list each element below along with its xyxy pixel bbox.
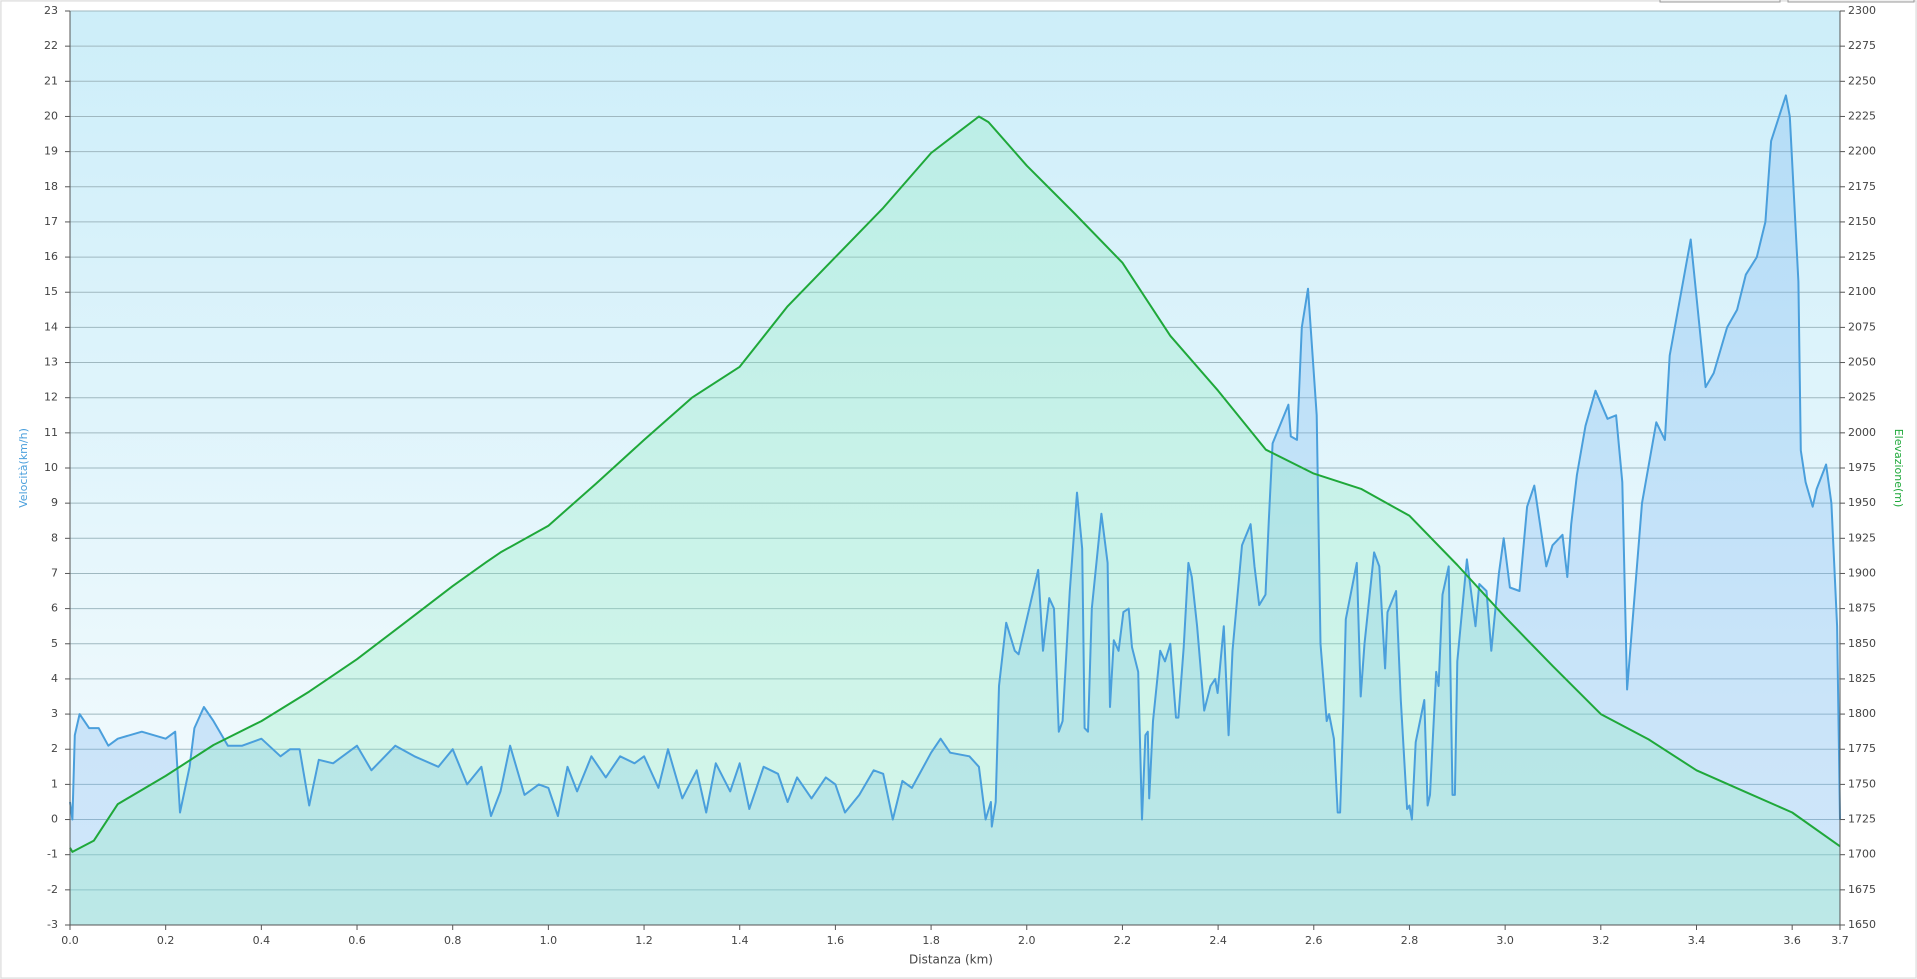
y2-tick-label: 1950 [1848,496,1876,509]
y-tick-label: 4 [51,672,58,685]
x-tick-label: 0.4 [253,934,271,947]
y-tick-label: 14 [44,320,58,333]
y2-tick-label: 2250 [1848,74,1876,87]
x-tick-label: 1.8 [922,934,940,947]
y-axis-title: Velocità(km/h) [17,428,30,508]
y2-tick-label: 1725 [1848,813,1876,826]
y-tick-label: 8 [51,531,58,544]
y2-tick-label: 2275 [1848,39,1876,52]
y2-tick-label: 2225 [1848,109,1876,122]
y-tick-label: 22 [44,39,58,52]
y-tick-label: 10 [44,461,58,474]
y2-axis-title: Elevazione(m) [1892,429,1905,508]
areas [70,95,1840,925]
y-tick-label: 3 [51,707,58,720]
x-tick-label: 3.4 [1688,934,1706,947]
y2-tick-label: 1750 [1848,777,1876,790]
x-tick-label: 2.0 [1018,934,1036,947]
x-tick-label: 0.0 [61,934,79,947]
button[interactable] [1659,0,1781,3]
y2-tick-label: 2050 [1848,356,1876,369]
x-tick-label: 2.2 [1114,934,1132,947]
y-tick-label: 23 [44,4,58,17]
y2-tick-label: 2175 [1848,180,1876,193]
y-tick-label: 2 [51,742,58,755]
x-tick-label: 3.0 [1496,934,1514,947]
x-tick-label: 2.6 [1305,934,1323,947]
series-area [70,95,1840,925]
y-tick-label: 13 [44,356,58,369]
y-tick-label: 15 [44,285,58,298]
y2-tick-label: 1775 [1848,742,1876,755]
x-axis-title: Distanza (km) [909,953,993,967]
y2-tick-label: 2075 [1848,320,1876,333]
y2-tick-label: 2125 [1848,250,1876,263]
y-tick-label: 18 [44,180,58,193]
y2-tick-label: 1700 [1848,848,1876,861]
y2-tick-label: 1975 [1848,461,1876,474]
y-tick-label: 7 [51,566,58,579]
y2-tick-label: 1650 [1848,918,1876,931]
x-tick-label: 2.8 [1401,934,1419,947]
series-line [69,115,1841,853]
y-tick-label: -3 [47,918,58,931]
y2-tick-label: 1875 [1848,602,1876,615]
y-tick-label: 6 [51,602,58,615]
y-tick-label: 12 [44,391,58,404]
y-tick-label: 21 [44,74,58,87]
lines [69,94,1841,853]
y2-tick-label: 2150 [1848,215,1876,228]
y2-tick-label: 2100 [1848,285,1876,298]
y-tick-label: 16 [44,250,58,263]
y2-tick-label: 1850 [1848,637,1876,650]
x-tick-label: 1.6 [827,934,845,947]
x-tick-label: 1.4 [731,934,749,947]
y-tick-label: 5 [51,637,58,650]
x-tick-label: 3.7 [1831,934,1849,947]
series-area [70,116,1840,925]
y2-tick-label: 2200 [1848,145,1876,158]
x-tick-label: 3.2 [1592,934,1610,947]
y-tick-label: 19 [44,145,58,158]
y-tick-label: 20 [44,109,58,122]
y2-tick-label: 1925 [1848,531,1876,544]
x-tick-label: 0.8 [444,934,462,947]
y2-tick-label: 1900 [1848,566,1876,579]
x-tick-label: 1.2 [635,934,653,947]
x-tick-label: 0.6 [348,934,366,947]
button[interactable] [1787,0,1915,3]
x-tick-label: 2.4 [1209,934,1227,947]
y-tick-label: 17 [44,215,58,228]
y-tick-label: 0 [51,813,58,826]
series-line [69,94,1841,828]
grid [70,10,1840,926]
y2-tick-label: 1800 [1848,707,1876,720]
y-tick-label: -1 [47,848,58,861]
y2-tick-label: 2025 [1848,391,1876,404]
y-tick-label: 9 [51,496,58,509]
y-tick-label: -2 [47,883,58,896]
x-tick-label: 1.0 [540,934,558,947]
x-tick-label: 3.6 [1783,934,1801,947]
y2-tick-label: 1825 [1848,672,1876,685]
x-tick-label: 0.2 [157,934,175,947]
y-tick-label: 11 [44,426,58,439]
axes: -3-2-10123456789101112131415161718192021… [44,4,1876,947]
y-tick-label: 1 [51,777,58,790]
y2-tick-label: 2300 [1848,4,1876,17]
y2-tick-label: 1675 [1848,883,1876,896]
y2-tick-label: 2000 [1848,426,1876,439]
